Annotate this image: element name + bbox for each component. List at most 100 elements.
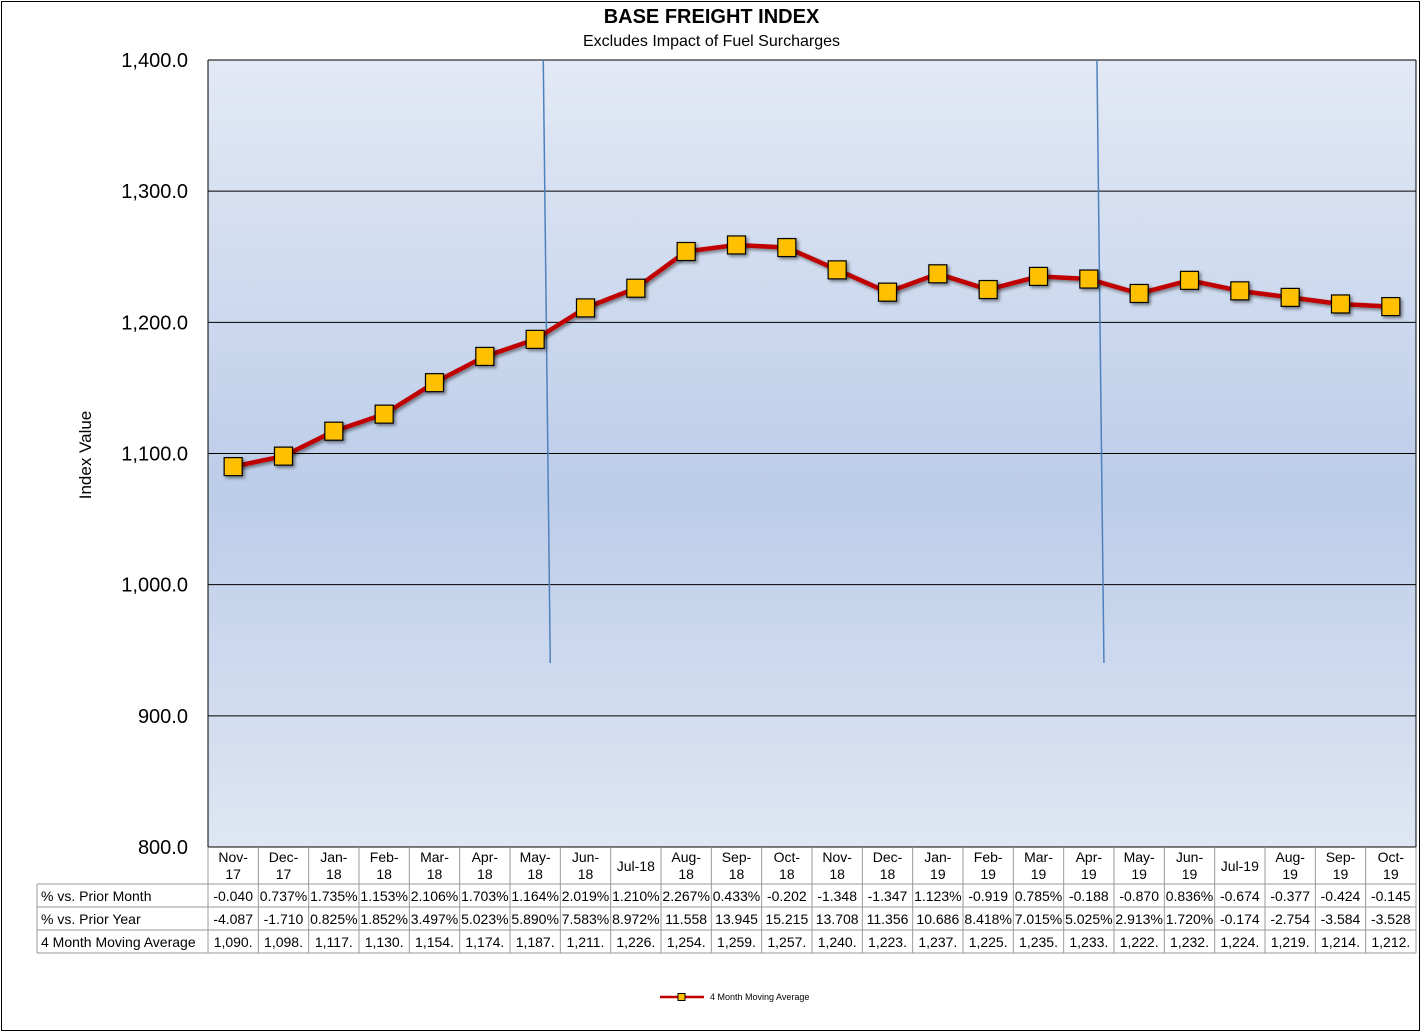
table-cell: 1,259.: [717, 934, 756, 950]
table-cell: 1,154.: [415, 934, 454, 950]
data-point: [676, 241, 696, 262]
table-cell: 1.852%: [360, 911, 407, 927]
x-category-label: Jul-18: [617, 858, 655, 874]
table-cell: -0.919: [968, 888, 1008, 904]
table-cell: -1.710: [264, 911, 304, 927]
legend: 4 Month Moving Average: [660, 992, 809, 1002]
table-cell: 13.945: [715, 911, 758, 927]
table-cell: 1,257.: [767, 934, 806, 950]
x-category-label: Feb-18: [370, 849, 399, 882]
x-category-label: Oct-18: [774, 849, 801, 882]
table-cell: 1,098.: [264, 934, 303, 950]
table-cell: 1,214.: [1321, 934, 1360, 950]
vertical-marker-line: [1096, 59, 1105, 664]
table-cell: 1,237.: [918, 934, 957, 950]
x-category-label: Mar-19: [1024, 849, 1053, 882]
x-category-label: Oct-19: [1378, 849, 1405, 882]
table-cell: 1.210%: [612, 888, 659, 904]
table-cell: 1,212.: [1371, 934, 1410, 950]
x-category-label: Dec-17: [269, 849, 299, 882]
x-category-label: Aug-19: [1275, 849, 1305, 882]
data-point: [1028, 266, 1049, 287]
table-cell: 10.686: [916, 911, 959, 927]
x-category-label: Apr-18: [472, 849, 499, 882]
y-tick-label: 800.0: [138, 837, 188, 859]
data-point: [273, 446, 294, 466]
table-cell: -0.674: [1220, 888, 1260, 904]
x-category-label: Nov-18: [822, 849, 852, 882]
vertical-marker-line: [542, 59, 552, 664]
table-cell: 1,187.: [516, 934, 555, 950]
legend-swatch: [660, 993, 704, 1001]
y-tick-label: 1,000.0: [121, 575, 188, 597]
table-cell: 7.015%: [1015, 911, 1062, 927]
table-cell: 0.825%: [310, 911, 357, 927]
data-point: [525, 329, 545, 349]
table-cell: 0.836%: [1166, 888, 1213, 904]
y-tick-label: 900.0: [138, 706, 188, 728]
table-row-label: % vs. Prior Year: [41, 911, 141, 927]
table-cell: 5.890%: [511, 911, 558, 927]
data-point: [374, 404, 394, 424]
data-point: [424, 373, 445, 393]
table-cell: 1,233.: [1069, 934, 1108, 950]
x-category-label: Nov-17: [218, 849, 248, 882]
table-row-label: % vs. Prior Month: [41, 888, 151, 904]
table-cell: 1.123%: [914, 888, 961, 904]
table-cell: 2.913%: [1115, 911, 1162, 927]
data-point: [1381, 296, 1401, 317]
chart-subtitle: Excludes Impact of Fuel Surcharges: [582, 33, 840, 50]
table-cell: 1,090.: [214, 934, 253, 950]
table-cell: -0.174: [1220, 911, 1260, 927]
table-cell: 1,232.: [1170, 934, 1209, 950]
legend-label: 4 Month Moving Average: [710, 992, 810, 1002]
x-category-label: Aug-18: [671, 849, 701, 882]
table-cell: 8.418%: [964, 911, 1011, 927]
data-point: [978, 279, 998, 300]
y-tick-label: 1,200.0: [121, 312, 188, 334]
table-cell: 7.583%: [562, 911, 609, 927]
table-cell: 0.785%: [1015, 888, 1062, 904]
table-cell: -1.348: [817, 888, 857, 904]
data-point: [1079, 269, 1099, 289]
x-category-label: Feb-19: [974, 849, 1003, 882]
table-cell: 1,130.: [365, 934, 404, 950]
data-point: [324, 421, 344, 441]
data-point: [1179, 270, 1200, 290]
table-cell: 1,117.: [315, 934, 353, 950]
table-cell: 1,223.: [868, 934, 907, 950]
table-cell: 8.972%: [612, 911, 659, 927]
x-category-label: Jul-19: [1221, 858, 1259, 874]
table-cell: 1,224.: [1220, 934, 1259, 950]
data-point: [1129, 283, 1149, 304]
table-cell: 1.153%: [360, 888, 407, 904]
table-cell: 1.720%: [1166, 911, 1213, 927]
table-cell: 1,240.: [818, 934, 857, 950]
table-cell: 1,222.: [1120, 934, 1159, 950]
x-category-label: Apr-19: [1076, 849, 1103, 882]
table-cell: 1,219.: [1271, 934, 1310, 950]
y-tick-label: 1,100.0: [121, 444, 188, 466]
y-tick-label: 1,400.0: [121, 50, 188, 72]
table-cell: -0.870: [1119, 888, 1159, 904]
x-category-label: Jun-19: [1176, 849, 1204, 882]
x-category-label: Dec-18: [873, 849, 903, 882]
data-point: [726, 235, 747, 255]
table-cell: -0.377: [1270, 888, 1310, 904]
table-cell: 2.019%: [562, 888, 609, 904]
data-point: [475, 346, 495, 367]
chart-title: BASE FREIGHT INDEX: [603, 6, 820, 28]
x-category-label: May-18: [520, 849, 551, 882]
table-cell: -3.528: [1371, 911, 1411, 927]
x-category-label: Jan-19: [924, 849, 952, 882]
table-cell: 11.356: [867, 911, 909, 927]
table-cell: 1,211.: [567, 934, 605, 950]
table-cell: 2.106%: [411, 888, 458, 904]
data-point: [575, 298, 596, 318]
data-point: [1330, 294, 1351, 314]
table-cell: -0.040: [213, 888, 253, 904]
x-category-label: Sep-18: [722, 849, 752, 882]
table-cell: 1.164%: [511, 888, 558, 904]
table-cell: -0.424: [1321, 888, 1361, 904]
